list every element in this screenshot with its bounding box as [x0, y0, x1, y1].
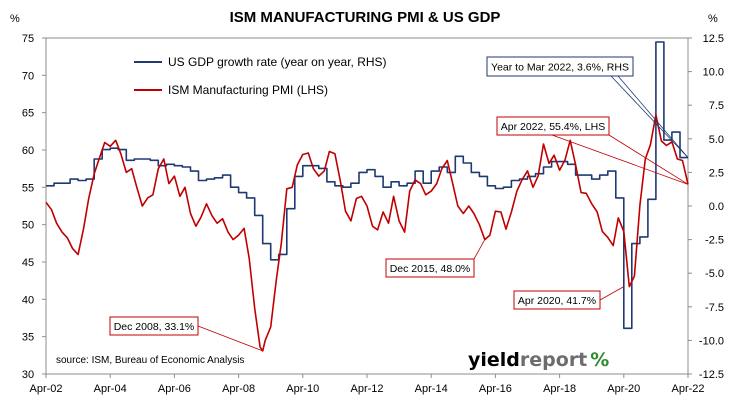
brand-symbol: % [590, 349, 609, 371]
annotation-text-gdp-latest: Year to Mar 2022, 3.6%, RHS [491, 62, 629, 74]
annotation-leader-pmi-latest [551, 134, 689, 185]
left-axis-tick-label: 65 [22, 108, 34, 120]
x-axis-tick-label: Apr-12 [350, 383, 383, 395]
gdp-series-line [46, 41, 688, 330]
x-axis-tick-label: Apr-04 [94, 383, 127, 395]
chart-title: ISM MANUFACTURING PMI & US GDP [230, 9, 501, 26]
x-axis-tick-label: Apr-06 [158, 383, 191, 395]
annotation-leader-gdp-latest [617, 75, 689, 158]
annotation-leader-pmi-dec-2015 [473, 239, 486, 260]
annotation-box-pmi-apr-2020 [513, 290, 601, 310]
right-axis-tick-label: 10.0 [703, 67, 724, 79]
annotation-text-pmi-dec-2015: Dec 2015, 48.0% [390, 263, 471, 275]
x-axis-tick-label: Apr-10 [286, 383, 319, 395]
right-axis-tick-label: -2.5 [705, 235, 724, 247]
left-axis-tick-label: 55 [22, 182, 34, 194]
annotation-leader-pmi-dec-2008 [197, 325, 263, 352]
annotation-text-pmi-latest: Apr 2022, 55.4%, LHS [501, 121, 605, 133]
source-note: source: ISM, Bureau of Economic Analysis [56, 355, 244, 366]
annotation-box-pmi-dec-2008 [109, 316, 199, 336]
x-axis-tick-label: Apr-22 [671, 383, 704, 395]
left-axis-tick-label: 35 [22, 332, 34, 344]
x-axis-tick-label: Apr-16 [479, 383, 512, 395]
right-axis-tick-label: 12.5 [703, 33, 724, 45]
left-axis-tick-label: 50 [22, 220, 34, 232]
annotation-box-pmi-dec-2015 [385, 258, 475, 278]
right-axis-tick-label: 5.0 [709, 134, 724, 146]
right-axis-tick-label: 7.5 [709, 100, 724, 112]
brand-text-report: report [520, 349, 587, 371]
annotation-leader-pmi-latest [608, 134, 689, 185]
left-axis-tick-label: 30 [22, 369, 34, 381]
right-axis-tick-label: 2.5 [709, 167, 724, 179]
legend-label-gdp: US GDP growth rate (year on year, RHS) [168, 55, 387, 69]
annotation-text-pmi-dec-2008: Dec 2008, 33.1% [114, 321, 195, 333]
x-axis-tick-label: Apr-18 [543, 383, 576, 395]
left-unit-label: % [10, 13, 20, 25]
annotation-box-gdp-latest [486, 56, 634, 77]
right-axis-tick-label: -10.0 [699, 335, 724, 347]
right-axis-tick-label: -12.5 [699, 369, 724, 381]
svg-text:yieldreport%: yieldreport% [468, 349, 609, 371]
right-unit-label: % [708, 13, 718, 25]
right-axis-tick-label: -5.0 [705, 268, 724, 280]
right-axis-tick-label: 0.0 [709, 201, 724, 213]
pmi-series-line [45, 114, 689, 352]
annotation-leader-pmi-apr-2020 [599, 286, 624, 301]
x-axis-tick-label: Apr-08 [222, 383, 255, 395]
yieldreport-logo: yieldreport% [468, 349, 609, 371]
annotation-leader-gdp-latest [610, 75, 689, 158]
left-axis-tick-label: 70 [22, 70, 34, 82]
left-axis-tick-label: 45 [22, 257, 34, 269]
brand-text-yield: yield [468, 349, 520, 371]
x-axis-tick-label: Apr-20 [607, 383, 640, 395]
left-axis-tick-label: 75 [22, 33, 34, 45]
right-axis-tick-label: -7.5 [705, 302, 724, 314]
x-axis-tick-label: Apr-02 [29, 383, 62, 395]
legend-label-pmi: ISM Manufacturing PMI (LHS) [168, 83, 328, 97]
left-axis-tick-label: 60 [22, 145, 34, 157]
annotation-text-pmi-apr-2020: Apr 2020, 41.7% [518, 295, 596, 307]
left-axis-tick-label: 40 [22, 294, 34, 306]
x-axis-tick-label: Apr-14 [415, 383, 448, 395]
annotation-box-pmi-latest [496, 116, 610, 136]
